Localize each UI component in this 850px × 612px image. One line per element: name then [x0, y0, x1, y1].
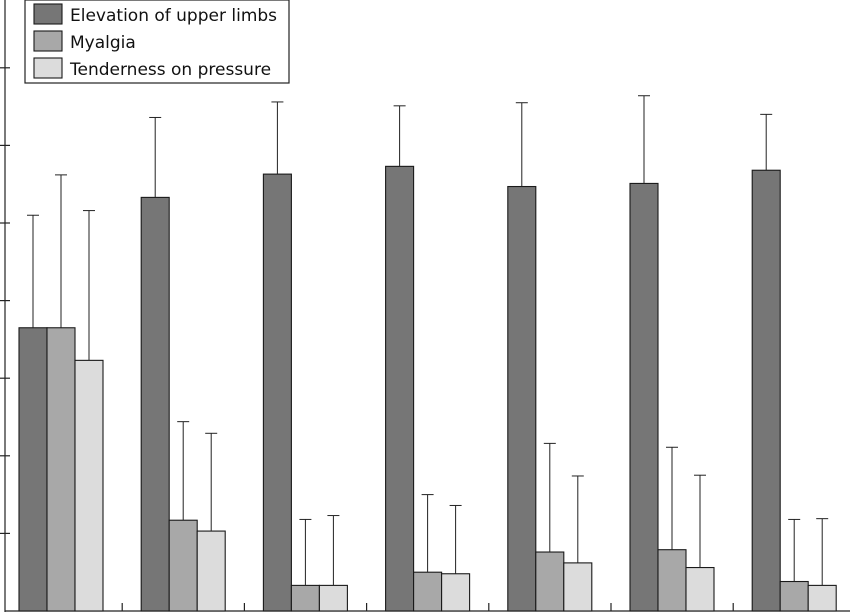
bar: [779, 580, 809, 612]
bar: [413, 571, 443, 612]
bar: [262, 173, 292, 612]
bar: [751, 169, 781, 612]
bar: [507, 185, 537, 612]
bar: [685, 566, 715, 612]
legend-swatch: [33, 3, 63, 25]
bar: [629, 182, 659, 612]
legend-swatch: [33, 57, 63, 79]
bar: [441, 573, 471, 612]
legend-box: [24, 0, 290, 84]
bar: [385, 165, 415, 612]
bar: [18, 327, 48, 612]
bar: [318, 584, 348, 612]
bar: [168, 519, 198, 612]
legend: Elevation of upper limbs Myalgia Tendernes…: [24, 0, 290, 84]
legend-label: Tenderness on pressure: [69, 60, 271, 80]
legend-label: Elevation of upper limbs: [70, 6, 277, 26]
bar: [535, 551, 565, 612]
bar: [140, 196, 170, 612]
bar: [657, 549, 687, 612]
legend-label: Myalgia: [70, 33, 136, 53]
legend-swatch: [33, 30, 63, 52]
bar: [563, 562, 593, 612]
bars: [18, 165, 837, 612]
bar: [46, 327, 76, 612]
bar: [290, 584, 320, 612]
bar: [807, 584, 837, 612]
bar: [196, 530, 226, 612]
error-bars: [27, 95, 829, 586]
bar: [74, 359, 104, 612]
